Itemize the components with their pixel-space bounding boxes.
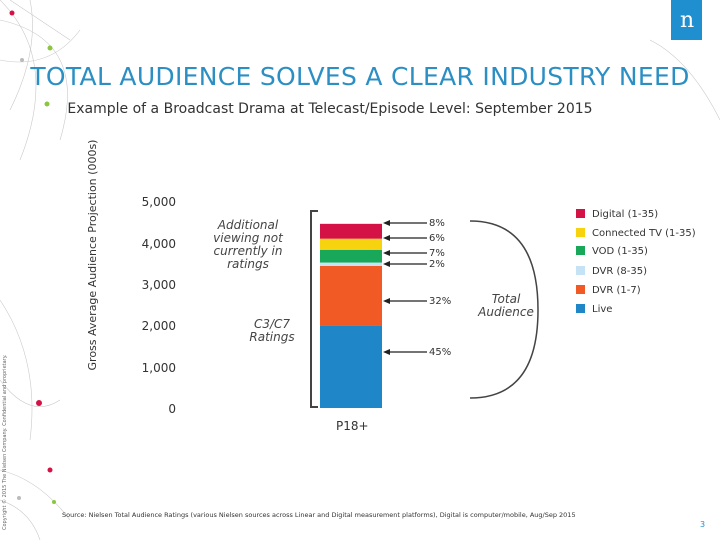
bar-segment-vod-1-35 (320, 249, 382, 263)
legend-item-digital: Digital (1-35) (576, 209, 658, 220)
pointer-arrow-head (383, 261, 390, 267)
y-tick-label: 3,000 (141, 278, 176, 292)
legend-label: VOD (1-35) (592, 246, 648, 257)
legend-item-live: Live (576, 304, 612, 315)
decor-dot (47, 45, 53, 51)
bar-segment-dvr-8-35 (320, 262, 382, 266)
pct-label-live: 45% (429, 347, 452, 358)
legend-swatch (576, 246, 585, 255)
legend-swatch (576, 209, 585, 218)
decor-dot (52, 500, 56, 504)
legend-label: DVR (1-7) (592, 285, 641, 296)
page-subtitle: Example of a Broadcast Drama at Telecast… (67, 101, 593, 117)
legend-item-dvr-8-35: DVR (8-35) (576, 266, 647, 277)
bar-segment-connected-tv-1-35 (320, 238, 382, 250)
bar-segment-dvr-1-7 (320, 265, 382, 326)
decor-dot (44, 101, 50, 107)
pointer-arrow-head (383, 220, 390, 226)
left-bracket (310, 210, 318, 408)
pointer-arrow-head (383, 250, 390, 256)
y-tick-label: 1,000 (141, 361, 176, 375)
y-tick-label: 2,000 (141, 319, 176, 333)
logo-letter: n (680, 8, 695, 33)
pct-label-connected-tv: 6% (429, 233, 445, 244)
y-tick-label: 5,000 (141, 195, 176, 209)
legend-item-dvr-1-7: DVR (1-7) (576, 285, 641, 296)
legend-swatch (576, 266, 585, 275)
legend-label: Digital (1-35) (592, 209, 659, 220)
y-tick-label: 4,000 (141, 237, 176, 251)
bar-segment-digital-1-35 (320, 223, 382, 239)
legend-swatch (576, 304, 585, 313)
y-tick-label: 0 (168, 402, 176, 416)
c3c7-annotation: C3/C7 Ratings (249, 317, 295, 344)
x-category-label: P18+ (336, 419, 369, 433)
legend-swatch (576, 228, 585, 237)
pointer-arrow-head (383, 235, 390, 241)
legend-label: Live (592, 304, 613, 315)
source-note: Source: Nielsen Total Audience Ratings (… (62, 511, 576, 519)
legend-item-connected-tv: Connected TV (1-35) (576, 228, 696, 239)
additional-viewing-annotation: Additional viewing not currently in rati… (213, 218, 283, 271)
bar-segment-live (320, 325, 382, 408)
page-number: 3 (700, 520, 706, 529)
pct-label-dvr-8-35: 2% (429, 259, 445, 270)
decor-dot (17, 496, 21, 500)
pct-label-vod: 7% (429, 248, 445, 259)
legend-label: Connected TV (1-35) (592, 228, 696, 239)
pct-label-dvr-1-7: 32% (429, 296, 452, 307)
decor-dot (9, 10, 15, 16)
legend-item-vod: VOD (1-35) (576, 246, 648, 257)
pointer-arrow-head (383, 349, 390, 355)
decor-dot (47, 467, 53, 473)
nielsen-logo: n (671, 0, 702, 40)
pointer-arrow-head (383, 298, 390, 304)
decor-dot (20, 58, 24, 62)
legend-label: DVR (8-35) (592, 266, 647, 277)
pct-label-digital: 8% (429, 218, 445, 229)
page-title: TOTAL AUDIENCE SOLVES A CLEAR INDUSTRY N… (30, 62, 690, 91)
decor-dot (36, 400, 42, 406)
legend-swatch (576, 285, 585, 294)
total-audience-annotation: Total Audience (478, 292, 534, 319)
total-bracket (469, 220, 539, 399)
